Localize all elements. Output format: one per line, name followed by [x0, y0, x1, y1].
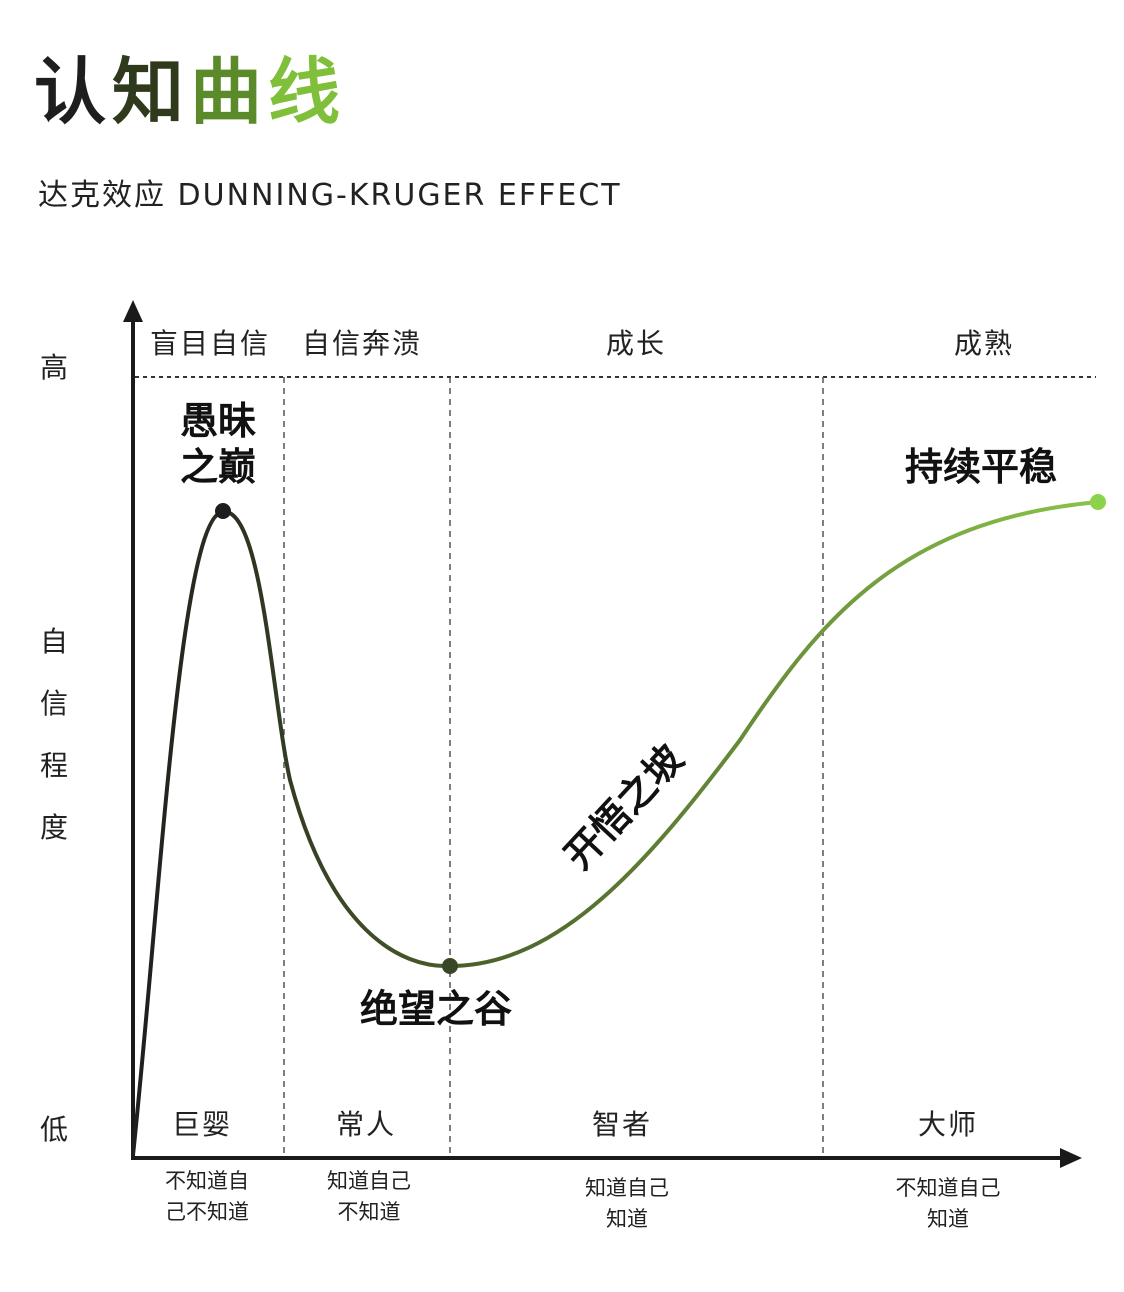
note-master-line-1: 不知道自己 [895, 1176, 1001, 1200]
note-ordinary-line-2: 不知道 [337, 1200, 401, 1224]
note-wise: 知道自己 知道 [560, 1173, 694, 1235]
stage-ordinary: 常人 [336, 1108, 397, 1141]
plateau-label: 持续平稳 [905, 445, 1058, 489]
note-wise-line-1: 知道自己 [585, 1176, 669, 1200]
page-title: 认知曲线 [34, 56, 346, 128]
y-low-label: 低 [40, 1113, 69, 1146]
y-label-char-1: 自 [40, 625, 69, 658]
peak-label: 愚昧 之巅 [180, 398, 256, 490]
y-high-label: 高 [40, 351, 69, 384]
valley-point [442, 958, 458, 974]
peak-label-line-1: 愚昧 [180, 399, 257, 443]
subtitle: 达克效应 DUNNING-KRUGER EFFECT [38, 178, 622, 213]
plateau-point [1090, 494, 1106, 510]
note-infant-line-2: 己不知道 [165, 1200, 249, 1224]
note-ordinary: 知道自己 不知道 [302, 1166, 436, 1228]
title-char-2: 知 [112, 50, 191, 134]
note-wise-line-2: 知道 [606, 1207, 648, 1231]
note-infant: 不知道自 己不知道 [140, 1166, 274, 1228]
note-master: 不知道自己 知道 [878, 1173, 1018, 1235]
phase-blind-confidence: 盲目自信 [150, 327, 271, 360]
y-label-char-4: 度 [40, 811, 69, 844]
phase-maturity: 成熟 [954, 327, 1015, 360]
y-label-char-3: 程 [40, 749, 69, 782]
stage-infant: 巨婴 [172, 1108, 233, 1141]
stage-master: 大师 [918, 1108, 979, 1141]
title-char-3: 曲 [190, 50, 269, 134]
peak-label-line-2: 之巅 [180, 445, 257, 489]
note-master-line-2: 知道 [927, 1207, 969, 1231]
y-label-char-2: 信 [40, 687, 69, 720]
phase-growth: 成长 [606, 327, 667, 360]
title-char-1: 认 [34, 50, 113, 134]
note-infant-line-1: 不知道自 [165, 1169, 249, 1193]
confidence-curve [131, 500, 1099, 1156]
peak-point [215, 503, 231, 519]
phase-confidence-collapse: 自信奔溃 [302, 327, 423, 360]
stage-wise: 智者 [592, 1108, 653, 1141]
valley-label: 绝望之谷 [360, 987, 513, 1031]
title-char-4: 线 [268, 50, 347, 134]
y-axis-arrow [123, 300, 143, 322]
note-ordinary-line-1: 知道自己 [327, 1169, 411, 1193]
x-axis-arrow [1060, 1148, 1082, 1168]
